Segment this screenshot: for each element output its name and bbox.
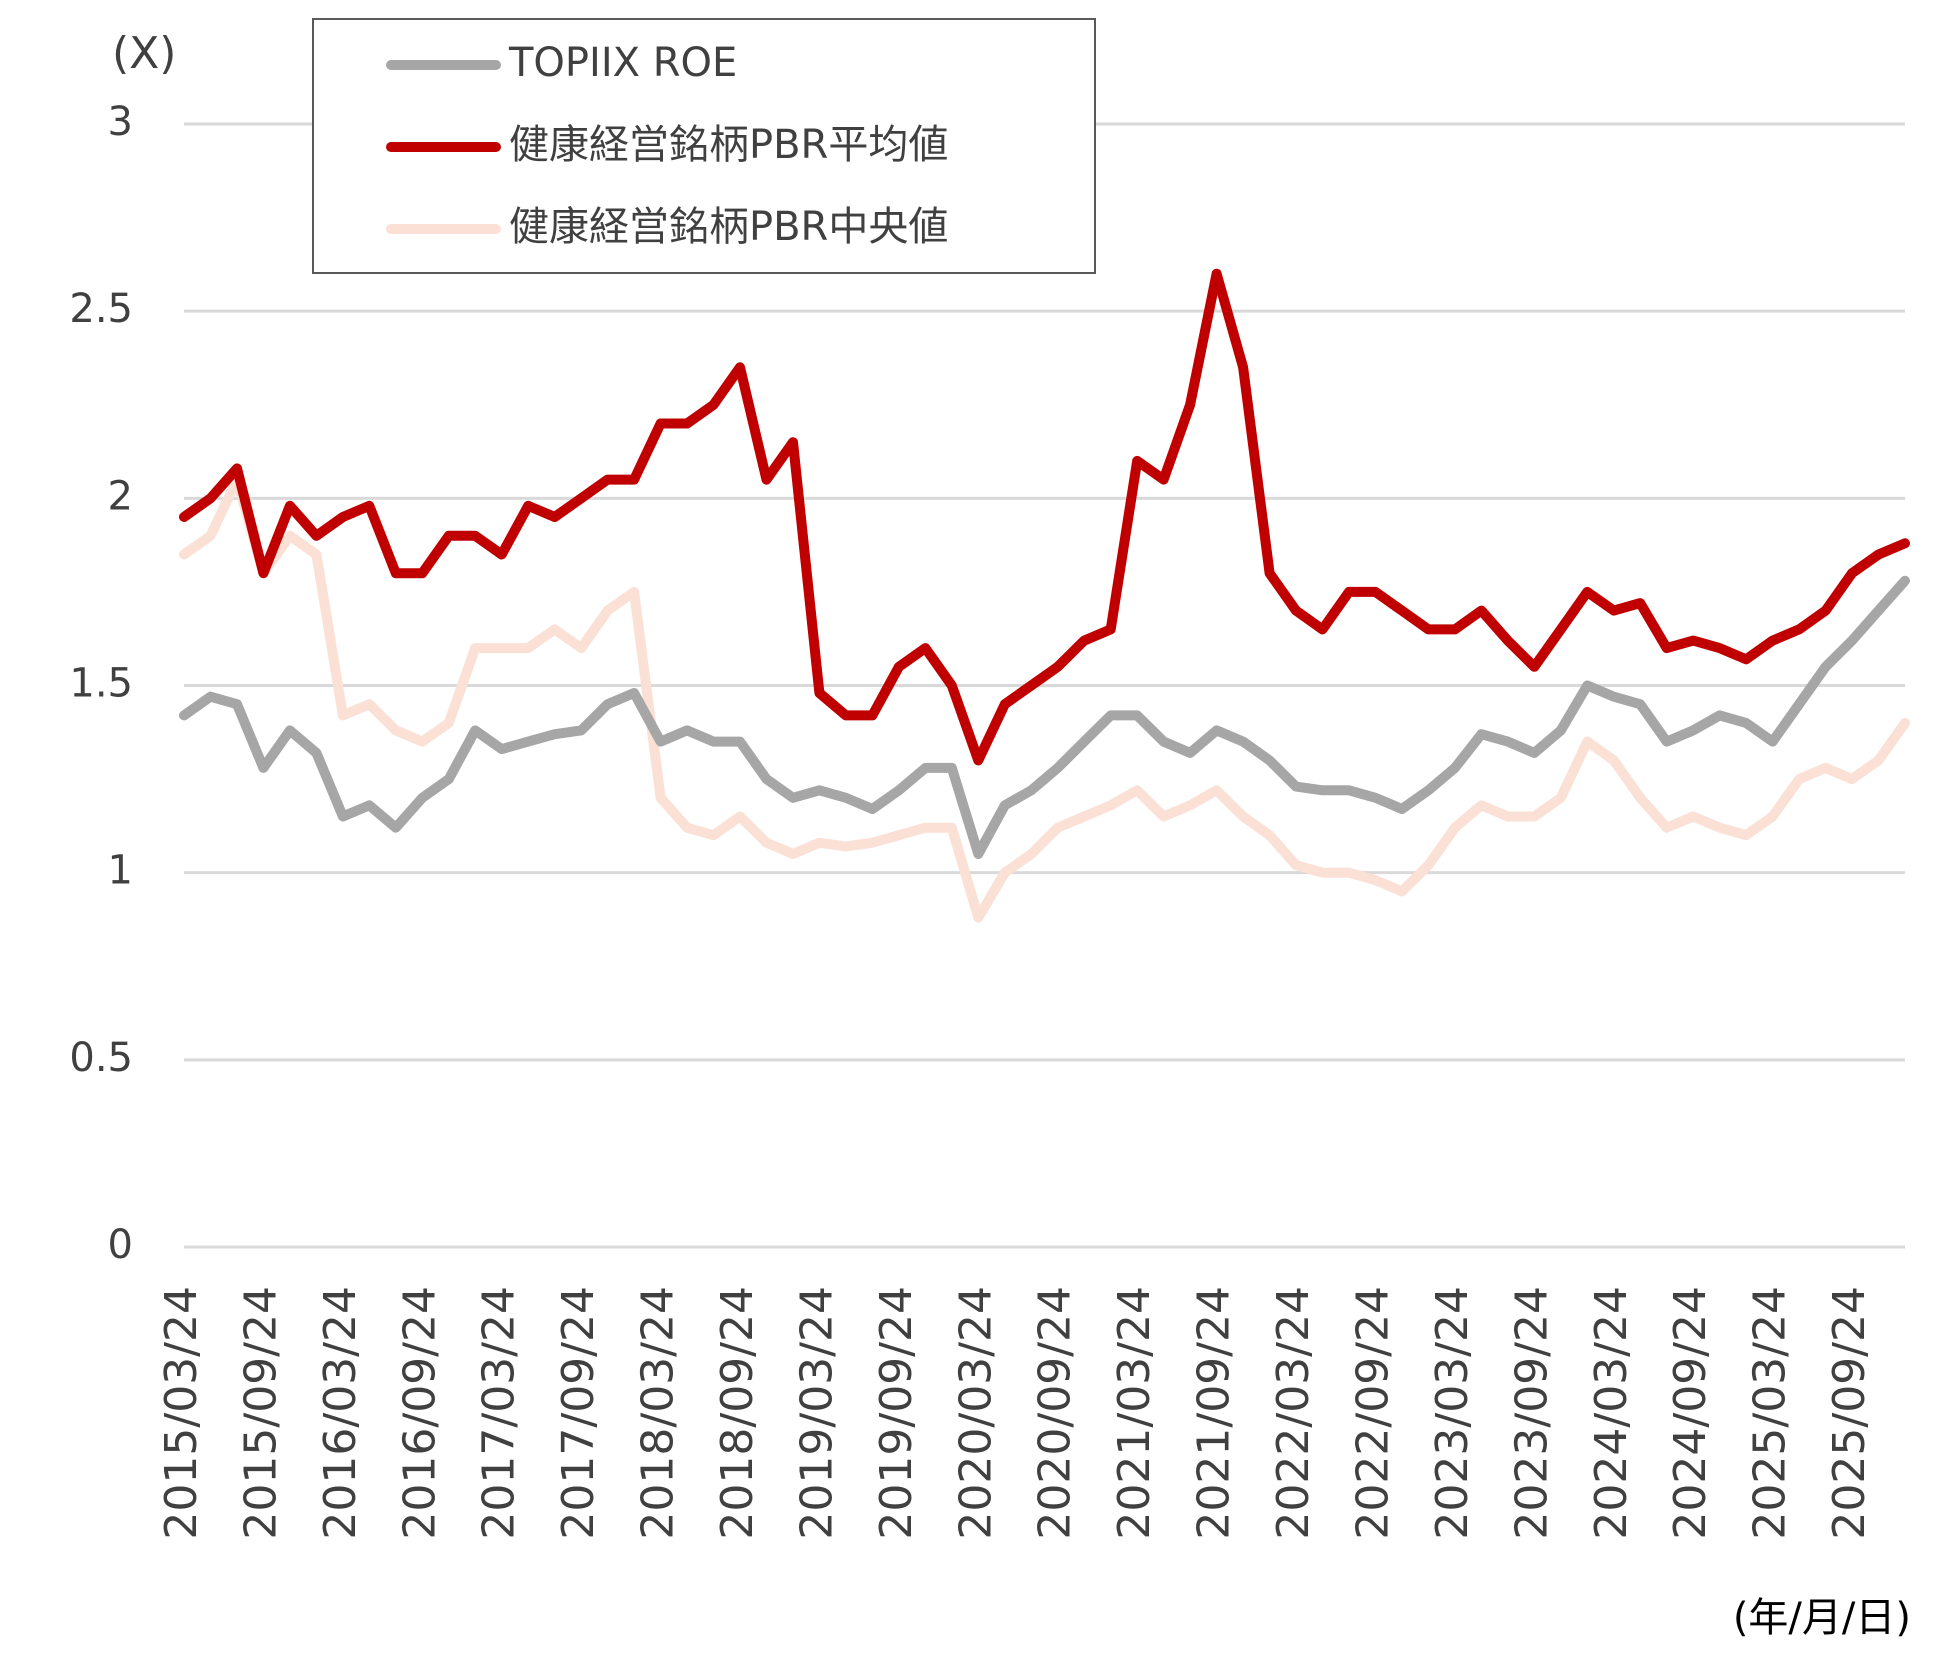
series-line (179, 575, 1910, 859)
legend-label: TOPIIX ROE (508, 40, 737, 86)
x-tick-label: 2015/09/24 (235, 1286, 286, 1540)
x-tick-label: 2024/09/24 (1665, 1286, 1716, 1540)
x-tick-label: 2017/09/24 (553, 1286, 604, 1540)
x-tick-label: 2023/09/24 (1506, 1286, 1557, 1540)
y-axis-label: (X) (112, 28, 176, 79)
y-tick-label: 0 (108, 1222, 133, 1268)
x-tick-label: 2020/03/24 (950, 1286, 1001, 1540)
x-tick-label: 2018/03/24 (633, 1286, 684, 1540)
y-tick-label: 2 (108, 473, 133, 519)
x-tick-label: 2022/09/24 (1347, 1286, 1398, 1540)
y-tick-label: 3 (108, 99, 133, 145)
y-tick-label: 1.5 (69, 661, 133, 707)
x-tick-label: 2021/09/24 (1189, 1286, 1240, 1540)
legend-label: 健康経営銘柄PBR中央値 (509, 204, 948, 250)
x-tick-label: 2016/03/24 (315, 1286, 366, 1540)
y-tick-label: 0.5 (69, 1035, 133, 1081)
y-tick-label: 1 (108, 848, 133, 894)
series-line (179, 268, 1910, 766)
x-tick-label: 2019/03/24 (791, 1286, 842, 1540)
x-tick-label: 2019/09/24 (871, 1286, 922, 1540)
x-tick-label: 2017/03/24 (474, 1286, 525, 1540)
x-tick-label: 2018/09/24 (712, 1286, 763, 1540)
x-axis-label: (年/月/日) (1733, 1595, 1911, 1641)
series-line (179, 474, 1910, 923)
x-tick-label: 2025/03/24 (1745, 1286, 1796, 1540)
x-tick-label: 2023/03/24 (1427, 1286, 1478, 1540)
x-tick-label: 2022/03/24 (1268, 1286, 1319, 1540)
x-tick-label: 2015/03/24 (156, 1286, 207, 1540)
x-tick-label: 2020/09/24 (1030, 1286, 1081, 1540)
x-tick-label: 2021/03/24 (1109, 1286, 1160, 1540)
x-tick-label: 2016/09/24 (394, 1286, 445, 1540)
y-tick-label: 2.5 (69, 286, 133, 332)
x-tick-label: 2025/09/24 (1824, 1286, 1875, 1540)
x-tick-label: 2024/03/24 (1586, 1286, 1637, 1540)
legend-label: 健康経営銘柄PBR平均値 (509, 122, 948, 168)
